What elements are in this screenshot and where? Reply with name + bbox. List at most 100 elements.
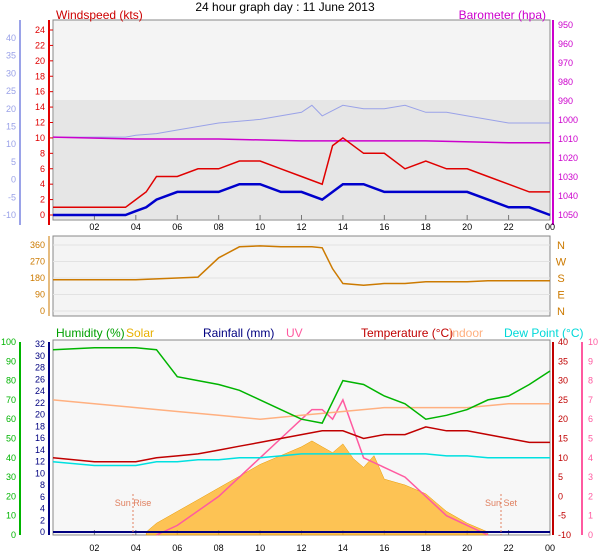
climate-x-label: 12 xyxy=(296,543,306,553)
wind-outer-tick-label: 25 xyxy=(6,86,16,96)
dew-point-line xyxy=(52,453,550,467)
wind-outer-tick-label: 0 xyxy=(11,175,16,185)
climate-x-label: 20 xyxy=(462,543,472,553)
baro-tick-label: 1000 xyxy=(558,115,578,125)
legend-dewpoint: Dew Point (°C) xyxy=(504,326,583,340)
wind-x-label: 08 xyxy=(214,222,224,232)
baro-tick-label: 960 xyxy=(558,39,573,49)
humidity-tick-label: 60 xyxy=(6,414,16,424)
baro-tick-label: 970 xyxy=(558,58,573,68)
climate-x-label: 08 xyxy=(214,543,224,553)
wind-plot-bottom-shade xyxy=(54,100,549,219)
humidity-line xyxy=(52,347,551,424)
wind-x-label: 10 xyxy=(255,222,265,232)
temp-tick-label: -10 xyxy=(558,530,571,540)
temp-tick-label: 30 xyxy=(558,376,568,386)
wind-x-label: 12 xyxy=(296,222,306,232)
wind-outer-tick-label: 30 xyxy=(6,68,16,78)
humidity-tick-label: 90 xyxy=(6,356,16,366)
wind-x-label: 18 xyxy=(421,222,431,232)
humidity-tick-label: 100 xyxy=(1,337,16,347)
humidity-tick-label: 0 xyxy=(11,530,16,540)
legend-temperature: Temperature (°C) xyxy=(361,326,453,340)
legend-humidity: Humidity (%) xyxy=(56,326,125,340)
legend-solar: Solar xyxy=(126,326,154,340)
baro-axis-label: Barometer (hpa) xyxy=(459,8,546,22)
baro-tick-label: 1050 xyxy=(558,210,578,220)
baro-tick-label: 950 xyxy=(558,20,573,30)
wind-outer-tick-label: 10 xyxy=(6,139,16,149)
temp-tick-label: 20 xyxy=(558,414,568,424)
rain-tick-label: 32 xyxy=(35,339,45,349)
rain-tick-label: 12 xyxy=(35,457,45,467)
rain-tick-label: 26 xyxy=(35,374,45,384)
climate-x-label: 22 xyxy=(504,543,514,553)
uv-tick-label: 7 xyxy=(588,395,593,405)
uv-tick-label: 9 xyxy=(588,356,593,366)
baro-tick-label: 990 xyxy=(558,96,573,106)
wind-x-label: 14 xyxy=(338,222,348,232)
wind-outer-tick-label: -5 xyxy=(8,192,16,202)
solar-area xyxy=(145,440,489,536)
humidity-tick-label: 10 xyxy=(6,511,16,521)
uv-tick-label: 3 xyxy=(588,472,593,482)
wind-tick-label: 22 xyxy=(35,40,45,50)
baro-tick-label: 1030 xyxy=(558,172,578,182)
humidity-tick-label: 30 xyxy=(6,472,16,482)
uv-tick-label: 2 xyxy=(588,491,593,501)
baro-tick-label: 980 xyxy=(558,77,573,87)
windspeed-line xyxy=(53,136,550,209)
wind-panel: Windspeed (kts) Barometer (hpa) 02468101… xyxy=(3,8,578,232)
wind-tick-label: 24 xyxy=(35,25,45,35)
temp-tick-label: 15 xyxy=(558,434,568,444)
climate-x-label: 00 xyxy=(545,543,555,553)
humidity-tick-label: 70 xyxy=(6,395,16,405)
page-title: 24 hour graph day : 11 June 2013 xyxy=(195,0,375,14)
rain-tick-label: 0 xyxy=(40,527,45,537)
rain-tick-label: 6 xyxy=(40,492,45,502)
wind-tick-label: 2 xyxy=(40,195,45,205)
wind-tick-label: 20 xyxy=(35,56,45,66)
wind-x-label: 16 xyxy=(379,222,389,232)
uv-tick-label: 5 xyxy=(588,434,593,444)
rain-tick-label: 18 xyxy=(35,421,45,431)
uv-tick-label: 0 xyxy=(588,530,593,540)
direction-plot-area xyxy=(52,235,551,317)
climate-x-label: 02 xyxy=(89,543,99,553)
direction-tick-label: 270 xyxy=(30,257,45,267)
wind-x-label: 02 xyxy=(89,222,99,232)
rain-tick-label: 4 xyxy=(40,504,45,514)
climate-x-label: 16 xyxy=(379,543,389,553)
wind-tick-label: 4 xyxy=(40,179,45,189)
temperature-line xyxy=(52,426,550,463)
direction-compass-label: N xyxy=(557,240,565,252)
wind-tick-label: 0 xyxy=(40,210,45,220)
direction-compass-label: N xyxy=(557,306,565,318)
uv-tick-label: 4 xyxy=(588,453,593,463)
temp-tick-label: 0 xyxy=(558,491,563,501)
rain-tick-label: 14 xyxy=(35,445,45,455)
rain-tick-label: 10 xyxy=(35,468,45,478)
wind-tick-label: 10 xyxy=(35,133,45,143)
rain-tick-label: 2 xyxy=(40,515,45,525)
climate-x-label: 18 xyxy=(421,543,431,553)
wind-tick-label: 6 xyxy=(40,164,45,174)
wind-x-label: 00 xyxy=(545,222,555,232)
direction-tick-label: 360 xyxy=(30,240,45,250)
rain-tick-label: 28 xyxy=(35,363,45,373)
wind-x-label: 06 xyxy=(172,222,182,232)
direction-tick-label: 180 xyxy=(30,273,45,283)
uv-tick-label: 8 xyxy=(588,376,593,386)
wind-tick-label: 12 xyxy=(35,118,45,128)
rain-tick-label: 22 xyxy=(35,398,45,408)
average-wind-line xyxy=(53,182,551,217)
direction-compass-label: W xyxy=(556,257,567,269)
direction-tick-label: 0 xyxy=(40,306,45,316)
wind-x-label: 04 xyxy=(131,222,141,232)
wind-outer-tick-label: 20 xyxy=(6,104,16,114)
legend-rainfall: Rainfall (mm) xyxy=(203,326,274,340)
wind-outer-tick-label: 15 xyxy=(6,122,16,132)
uv-tick-label: 10 xyxy=(588,337,598,347)
rain-tick-label: 20 xyxy=(35,410,45,420)
